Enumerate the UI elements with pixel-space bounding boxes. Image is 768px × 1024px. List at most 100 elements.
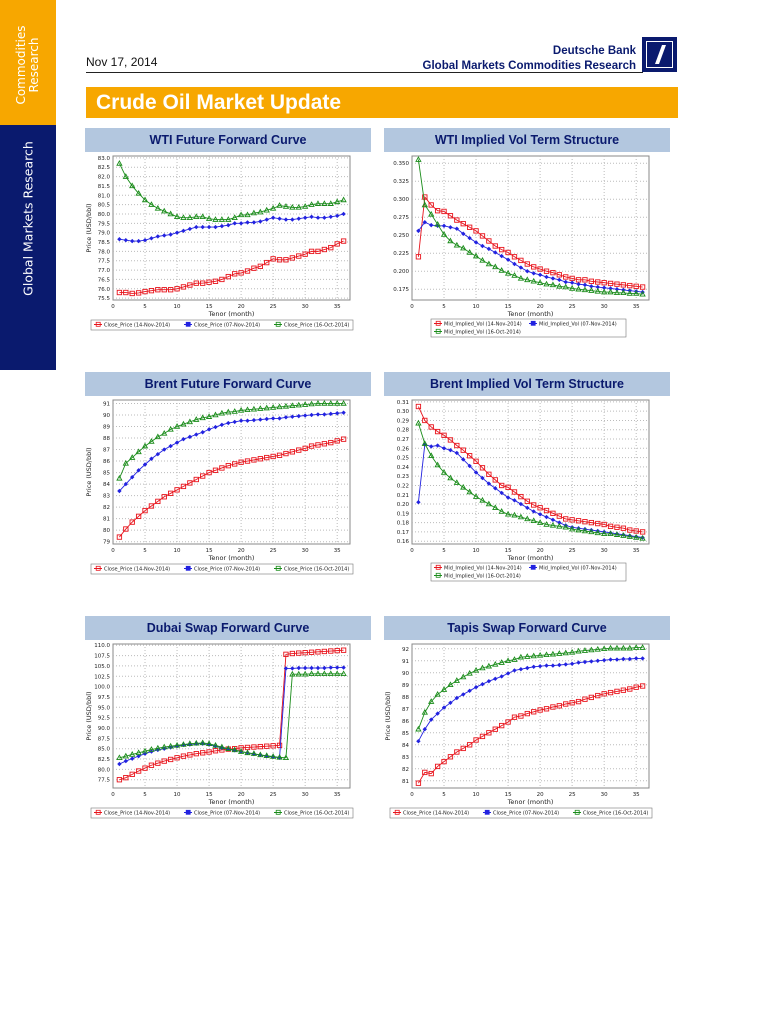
y-tick-label: 90.0	[98, 726, 111, 732]
data-point	[428, 210, 435, 217]
series-square	[415, 683, 646, 786]
y-tick-label: 0.18	[397, 521, 410, 527]
data-point	[549, 521, 557, 528]
y-tick-label: 91	[103, 401, 110, 407]
data-point	[633, 528, 639, 534]
data-point	[626, 533, 633, 539]
y-tick-label: 0.25	[397, 456, 410, 462]
data-point	[536, 651, 544, 658]
data-point	[315, 442, 321, 448]
data-point	[237, 748, 245, 754]
y-tick-label: 97.5	[98, 695, 111, 701]
data-point	[154, 204, 162, 211]
data-point	[238, 270, 244, 276]
x-tick-label: 30	[601, 792, 608, 798]
data-point	[422, 769, 428, 776]
data-point	[193, 280, 199, 286]
data-point	[225, 745, 232, 751]
y-tick-label: 0.19	[397, 511, 410, 517]
x-tick-label: 35	[633, 548, 640, 554]
data-point	[486, 471, 492, 477]
legend: Close_Price (14-Nov-2014) Close_Price (07…	[90, 563, 354, 575]
data-point	[129, 454, 136, 460]
data-point	[218, 743, 226, 750]
data-point	[441, 758, 447, 765]
x-tick-label: 15	[206, 548, 213, 554]
data-point	[289, 402, 296, 409]
data-point	[245, 220, 250, 225]
legend-marker	[275, 321, 281, 327]
x-tick-label: 20	[238, 548, 245, 554]
data-point	[327, 400, 334, 406]
x-tick-label: 10	[473, 304, 480, 310]
data-point	[415, 780, 422, 786]
y-tick-label: 77.5	[98, 778, 111, 784]
data-point	[472, 252, 480, 259]
data-point	[258, 417, 263, 422]
data-point	[607, 530, 614, 537]
data-point	[276, 257, 283, 263]
series-line	[119, 240, 344, 294]
legend-marker	[435, 572, 441, 578]
data-point	[206, 279, 212, 285]
data-point	[428, 424, 434, 430]
data-point	[639, 290, 646, 297]
data-point	[302, 665, 308, 671]
data-point	[601, 691, 607, 697]
y-tick-label: 95.0	[98, 705, 111, 711]
data-point	[200, 224, 205, 230]
data-point	[416, 228, 421, 234]
data-point	[173, 423, 181, 429]
data-point	[218, 409, 226, 416]
data-point	[607, 644, 614, 651]
x-axis-label: Tenor (month)	[507, 310, 554, 318]
x-tick-label: 10	[174, 548, 181, 554]
data-point	[270, 453, 276, 460]
data-point	[415, 419, 422, 426]
data-point	[582, 519, 588, 525]
data-point	[282, 203, 290, 209]
data-point	[473, 228, 479, 234]
y-tick-label: 0.30	[397, 409, 410, 415]
data-point	[524, 710, 530, 717]
data-point	[434, 428, 441, 435]
y-tick-label: 80.0	[98, 767, 111, 773]
data-point	[161, 494, 167, 500]
legend-label: Mid_Implied_Vol (07-Nov-2014)	[539, 322, 617, 328]
data-point	[167, 287, 174, 293]
data-point	[251, 457, 257, 463]
data-point	[122, 173, 129, 179]
data-point	[238, 418, 244, 423]
data-point	[180, 214, 187, 220]
data-point	[415, 403, 422, 410]
y-tick-label: 0.250	[393, 233, 409, 239]
data-point	[550, 704, 556, 710]
y-tick-label: 76.5	[98, 277, 111, 283]
legend-marker	[95, 809, 101, 815]
data-point	[467, 235, 472, 241]
data-point	[301, 670, 309, 677]
data-point	[473, 470, 479, 475]
data-point	[314, 670, 322, 677]
data-point	[563, 516, 569, 522]
data-point	[270, 743, 276, 749]
data-point	[595, 279, 601, 285]
data-point	[321, 670, 328, 677]
data-point	[537, 505, 543, 511]
data-point	[621, 656, 626, 662]
y-tick-label: 81	[103, 517, 110, 523]
data-point	[277, 216, 282, 221]
data-point	[562, 523, 569, 530]
legend-label: Close_Price (14-Nov-2014)	[104, 567, 170, 573]
data-point	[117, 761, 122, 767]
data-point	[473, 240, 479, 245]
data-point	[614, 524, 620, 530]
data-point	[524, 276, 531, 283]
data-point	[518, 257, 524, 264]
data-point	[448, 225, 453, 230]
data-point	[116, 777, 123, 783]
x-tick-label: 5	[442, 792, 446, 798]
y-tick-label: 0.16	[397, 539, 410, 545]
y-tick-label: 0.22	[397, 483, 409, 489]
data-point	[174, 755, 180, 761]
